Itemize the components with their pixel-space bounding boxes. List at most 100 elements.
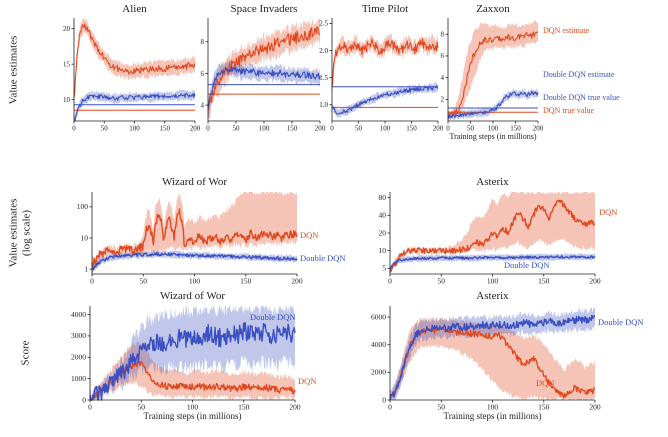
time_pilot-y-tick-label: 2.0 xyxy=(319,47,328,55)
space_invaders-ddqn-band xyxy=(208,59,320,121)
series-label-asterix-score-ddqn: Double DQN xyxy=(598,317,644,327)
legend-dqn-true-value: DQN true value xyxy=(543,106,595,115)
space_invaders-x-tick-label: 50 xyxy=(233,125,241,133)
alien-ddqn-band xyxy=(74,89,195,121)
alien-y-tick-label: 20 xyxy=(63,25,71,33)
wow_score-x-tick-label: 200 xyxy=(289,403,301,412)
asterix_score-ddqn-line xyxy=(389,314,596,400)
asterix_value-dqn-line xyxy=(389,199,595,273)
asterix_value-x-tick-label: 50 xyxy=(438,277,446,286)
zaxxon-x-tick-label: 50 xyxy=(467,125,475,133)
wow_value-x-tick-label: 0 xyxy=(90,277,94,286)
asterix_score-x-tick-label: 50 xyxy=(438,403,446,412)
chart-title-alien: Alien xyxy=(122,3,147,15)
asterix_value-y-tick-label: 80 xyxy=(379,193,387,202)
zaxxon-dqn-band xyxy=(448,20,538,120)
time_pilot-x-tick-label: 100 xyxy=(380,125,391,133)
wow_value-ddqn-band xyxy=(92,250,297,274)
wow_value-x-tick-label: 150 xyxy=(240,277,252,286)
time_pilot-x-tick-label: 0 xyxy=(330,125,334,133)
alien-x-tick-label: 200 xyxy=(190,125,201,133)
wow_score-y-tick-label: 4000 xyxy=(71,310,86,319)
space_invaders-x-tick-label: 200 xyxy=(315,125,326,133)
alien-dqn-line xyxy=(73,23,196,98)
series-label-wow-value-ddqn: Double DQN xyxy=(300,253,346,263)
asterix_score-y-tick-label: 4000 xyxy=(371,340,386,349)
space_invaders-dqn-band xyxy=(208,18,320,121)
alien-x-tick-label: 50 xyxy=(101,125,109,133)
row3-ylabel: Score xyxy=(19,340,32,366)
space_invaders-y-tick-label: 6 xyxy=(201,70,205,78)
alien-y-tick-label: 10 xyxy=(63,96,71,104)
zaxxon-ddqn-line xyxy=(447,90,539,119)
time_pilot-dqn-line xyxy=(331,38,439,88)
space_invaders-y-tick-label: 8 xyxy=(201,38,205,46)
asterix_score-x-tick-label: 100 xyxy=(487,403,499,412)
series-label-asterix-score-dqn: DQN xyxy=(536,378,555,388)
time_pilot-y-tick-label: 2.5 xyxy=(319,20,328,28)
series-label-wow-score-dqn: DQN xyxy=(298,376,317,386)
alien-ddqn-line xyxy=(74,92,196,122)
wow_value-y-tick-label: 10 xyxy=(81,233,89,242)
time_pilot-ddqn-line xyxy=(331,85,439,115)
series-label-asterix-value-dqn: DQN xyxy=(599,207,618,217)
xaxis-title-wow-score: Training steps (in millions) xyxy=(143,411,242,421)
asterix_value-x-tick-label: 150 xyxy=(538,277,550,286)
wow_score-y-tick-label: 0 xyxy=(82,395,86,404)
asterix_value-ddqn-band xyxy=(390,253,595,273)
asterix_value-dqn-band xyxy=(390,192,595,273)
chart-title-wow-value: Wizard of Wor xyxy=(161,176,228,188)
chart-title-space-invaders: Space Invaders xyxy=(230,3,298,15)
chart-title-asterix-value: Asterix xyxy=(476,176,509,188)
space_invaders-x-tick-label: 0 xyxy=(206,125,210,133)
asterix_value-y-tick-label: 20 xyxy=(379,228,387,237)
chart-title-time-pilot: Time Pilot xyxy=(361,3,409,15)
alien-y-tick-label: 15 xyxy=(63,60,71,68)
xaxis-title-top-row: Training steps (in millions) xyxy=(449,132,537,141)
zaxxon-dqn-line xyxy=(447,31,539,117)
wow_score-y-tick-label: 3000 xyxy=(71,331,86,340)
asterix_score-y-tick-label: 2000 xyxy=(371,368,386,377)
wow_score-x-tick-label: 100 xyxy=(187,403,199,412)
xaxis-title-asterix-score: Training steps (in millions) xyxy=(443,411,542,421)
alien-x-tick-label: 0 xyxy=(72,125,76,133)
wow_score-ddqn-line xyxy=(89,322,296,401)
time_pilot-y-tick-label: 1.5 xyxy=(319,74,328,82)
asterix_score-x-tick-label: 200 xyxy=(589,403,601,412)
time_pilot-x-tick-label: 200 xyxy=(433,125,444,133)
asterix_score-x-tick-label: 150 xyxy=(538,403,550,412)
chart-title-asterix-score: Asterix xyxy=(476,290,509,302)
wow_score-x-tick-label: 150 xyxy=(238,403,250,412)
wow_value-x-tick-label: 200 xyxy=(291,277,303,286)
time_pilot-x-tick-label: 150 xyxy=(406,125,417,133)
asterix_value-y-tick-label: 40 xyxy=(379,211,387,220)
asterix_score-dqn-band xyxy=(390,316,595,400)
asterix_value-ddqn-line xyxy=(389,255,596,270)
zaxxon-y-tick-label: 2 xyxy=(441,96,445,104)
row2-ylabel-line2: (log scale) xyxy=(20,209,32,257)
zaxxon-y-tick-label: 6 xyxy=(441,52,445,60)
asterix_score-y-tick-label: 0 xyxy=(382,395,386,404)
wow_score-y-tick-label: 1000 xyxy=(71,374,86,383)
zaxxon-y-tick-label: 8 xyxy=(441,31,445,39)
row1-ylabel: Value estimates xyxy=(7,35,20,105)
alien-x-tick-label: 150 xyxy=(160,125,171,133)
zaxxon-x-tick-label: 100 xyxy=(488,125,499,133)
chart-title-wow-score: Wizard of Wor xyxy=(159,290,226,302)
wow_score-x-tick-label: 0 xyxy=(88,403,92,412)
time_pilot-x-tick-label: 50 xyxy=(355,125,363,133)
asterix_value-y-tick-label: 10 xyxy=(379,246,387,255)
space_invaders-x-tick-label: 100 xyxy=(259,125,270,133)
wow_value-ddqn-line xyxy=(91,252,298,271)
wow_score-x-tick-label: 50 xyxy=(138,403,146,412)
asterix_score-ddqn-band xyxy=(390,307,595,400)
legend-dqn-estimate: DQN estimate xyxy=(543,26,589,35)
wow_value-x-tick-label: 50 xyxy=(140,277,148,286)
zaxxon-y-tick-label: 4 xyxy=(441,74,445,82)
alien-x-tick-label: 100 xyxy=(129,125,140,133)
zaxxon-x-tick-label: 200 xyxy=(533,125,544,133)
asterix_value-x-tick-label: 100 xyxy=(487,277,499,286)
space_invaders-x-tick-label: 150 xyxy=(287,125,298,133)
